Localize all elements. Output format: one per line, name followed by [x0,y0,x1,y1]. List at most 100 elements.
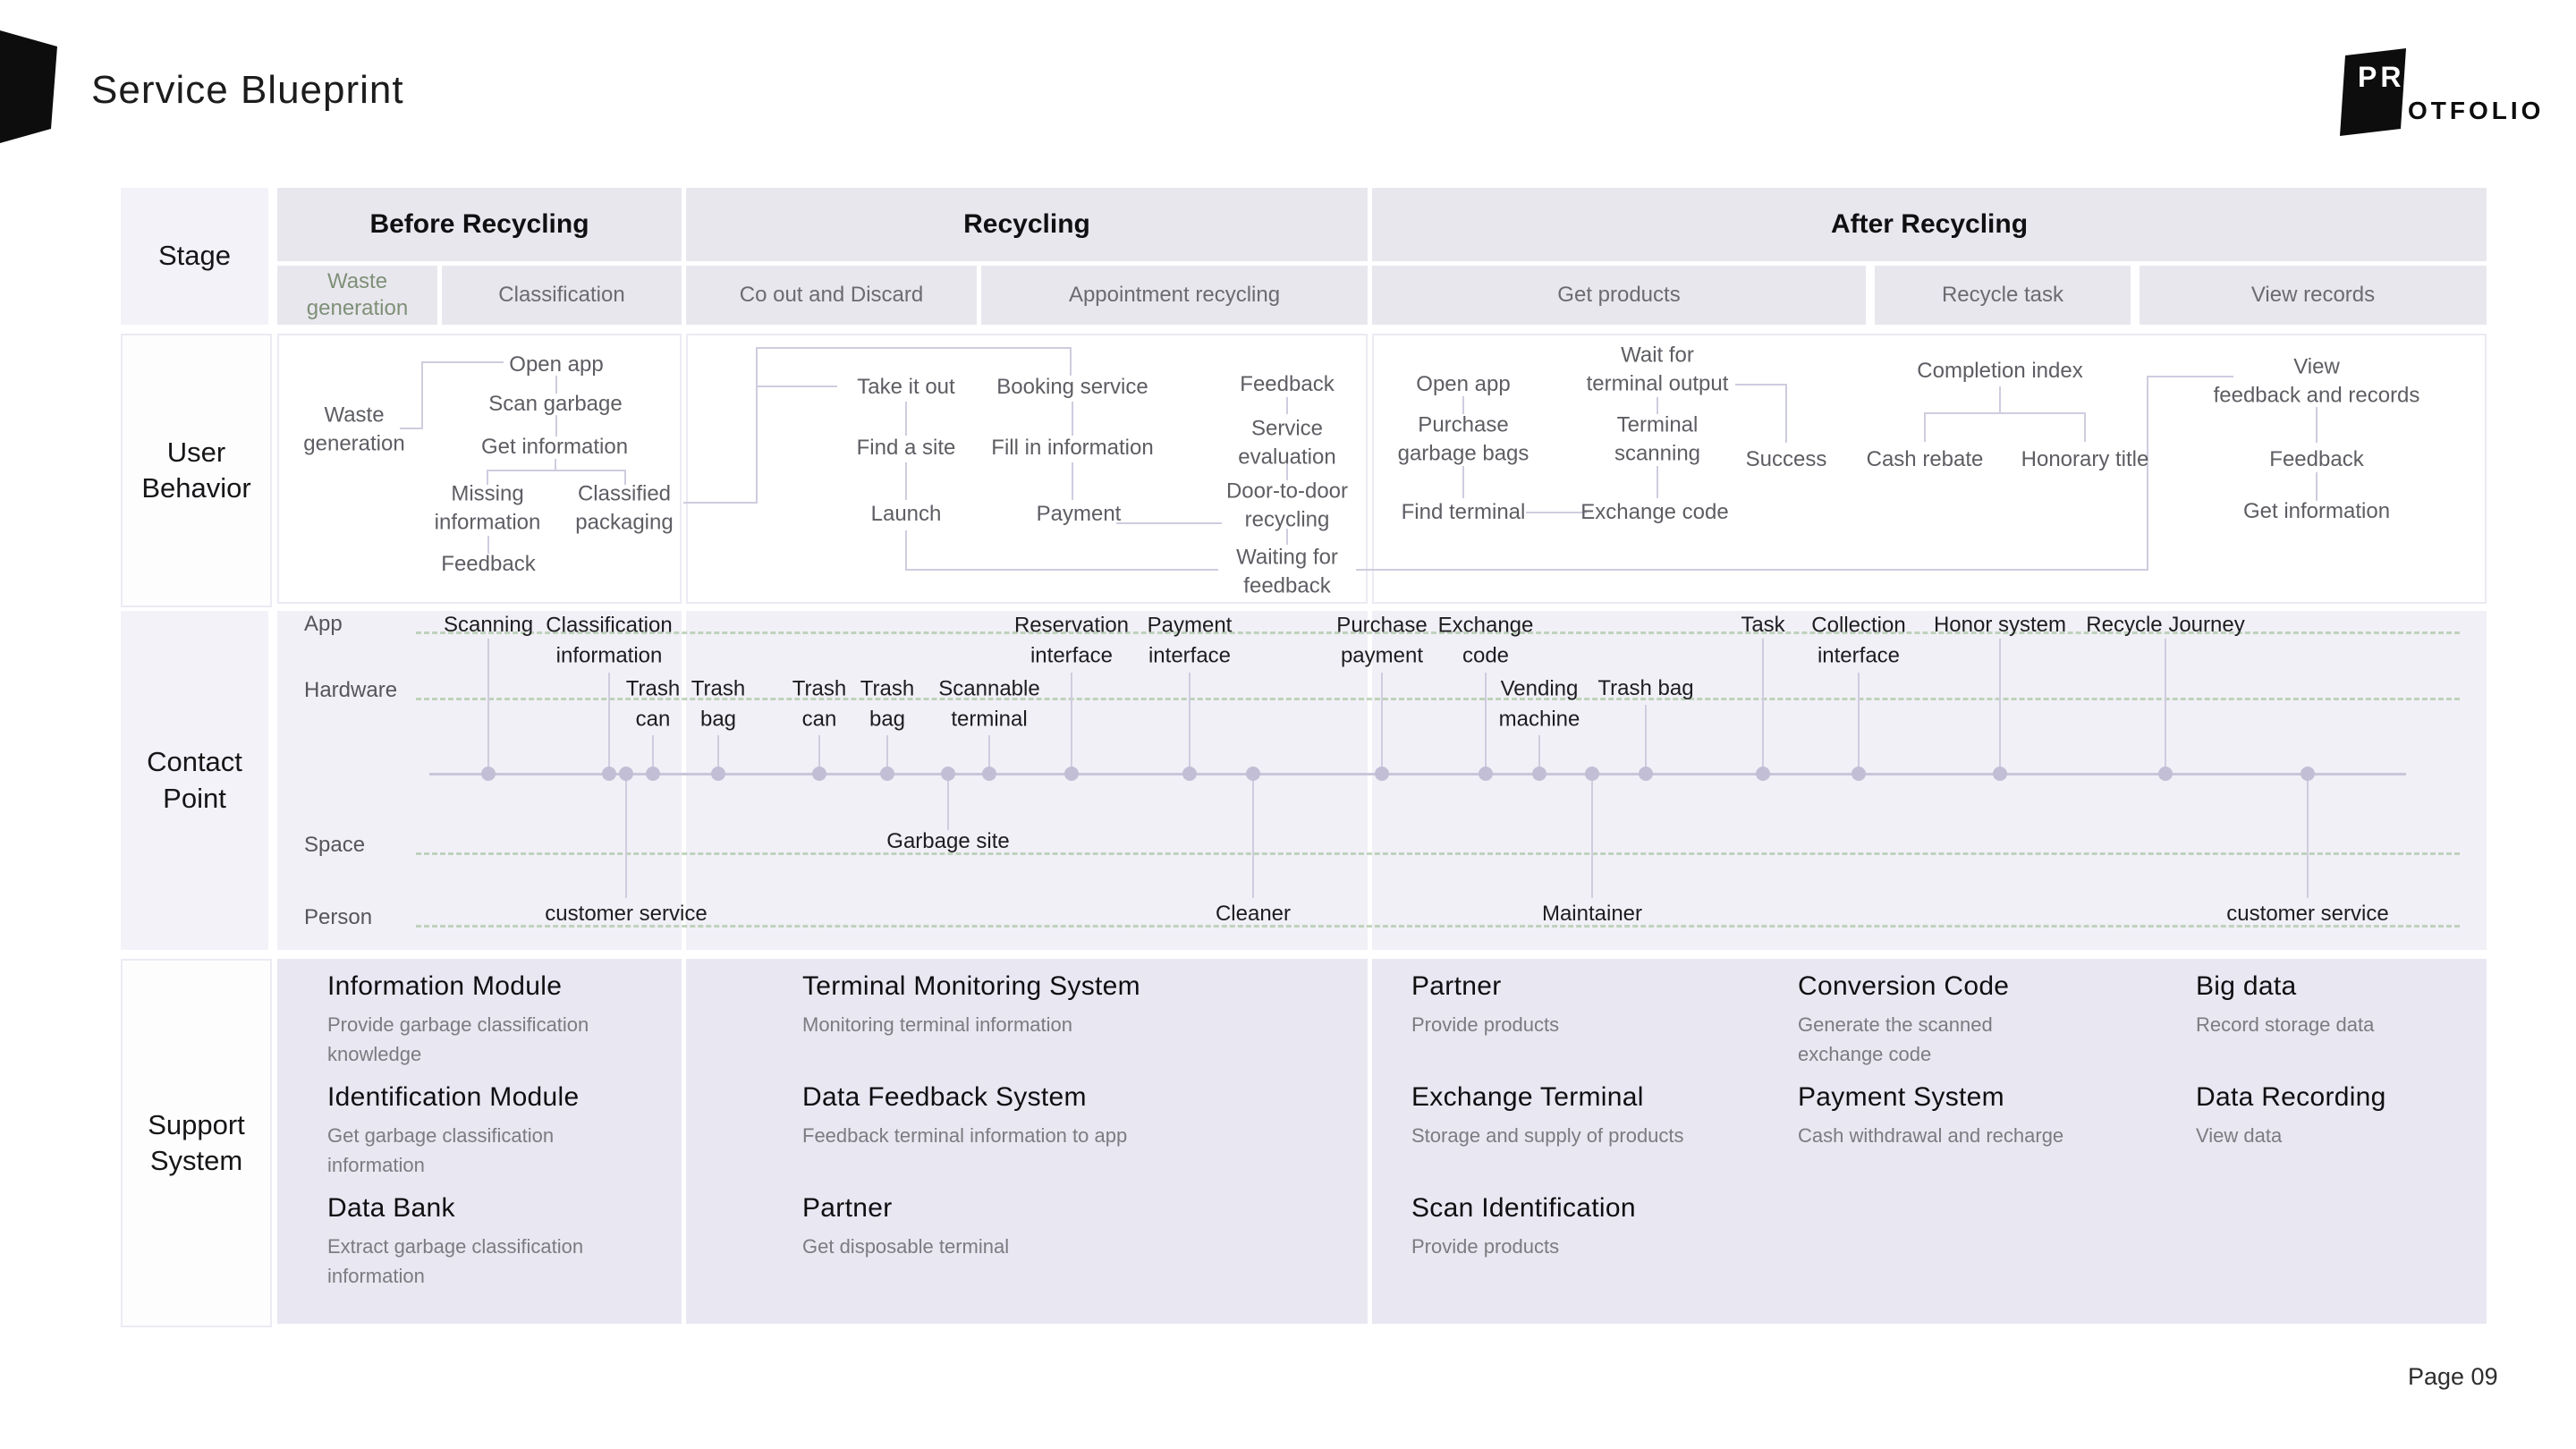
stage-group-header: After Recycling [1372,188,2487,261]
support-entry-title: Identification Module [327,1082,580,1112]
connector-line [2316,472,2318,501]
support-entry-title: Exchange Terminal [1411,1082,1644,1112]
lane-label: Space [304,833,366,857]
support-entry: Identification Module Get garbage classif… [327,1082,596,1180]
flow-node: Missing information [434,481,541,535]
flow-node: Get information [2242,498,2391,523]
stage-group-header: Recycling [686,188,1368,261]
connector-line [1116,522,1222,524]
stage-phase: Appointment recycling [981,266,1368,325]
timeline-dot [1532,767,1546,781]
stage-group-header: Before Recycling [277,188,682,261]
contact-item: Reservation interface [1013,613,1130,667]
timeline-dot [1756,767,1770,781]
connector-line [756,347,1071,349]
flow-node: Launch [870,501,942,526]
connector-line [756,347,758,504]
timeline-dot [619,767,633,781]
page-number: Page 09 [2408,1363,2498,1390]
contact-item: Scannable terminal [938,676,1040,731]
contact-item: Honor system [1933,613,2067,638]
timeline-dot [1479,767,1493,781]
flow-node: Feedback [2269,446,2364,471]
support-entry-desc: Record storage data [2196,1013,2375,1036]
support-column: Big data Record storage data Data Recordin… [2196,971,2491,1311]
connector-line [487,470,626,471]
timeline-dot [1852,767,1866,781]
connector-line [2140,459,2148,461]
connector-line [1356,569,2148,571]
connector-line [2147,377,2148,571]
contact-stem [2165,639,2166,774]
stage-phase: View records [2140,266,2487,325]
contact-stem [625,774,627,898]
flow-node: Take it out [857,374,955,399]
support-column: Terminal Monitoring System Monitoring ter… [802,971,1285,1311]
flow-node: Terminal scanning [1614,412,1701,466]
contact-stem [487,639,489,774]
support-entry: Partner Provide products [1411,971,1742,1039]
flow-node: Completion index [1917,358,2083,383]
timeline-dot [941,767,955,781]
contact-stem [1189,673,1191,774]
connector-line [555,376,557,394]
support-entry: Partner Get disposable terminal [802,1193,1285,1261]
support-entry-title: Information Module [327,971,563,1001]
portfolio-logo-icon [2340,48,2406,136]
contact-stem [652,735,654,774]
connector-line [487,470,488,485]
support-column: Information Module Provide garbage classi… [327,971,596,1311]
row-label-support-system: Support System [121,959,272,1327]
timeline-dot [602,767,616,781]
connector-line [1286,529,1288,545]
connector-line [1462,396,1464,414]
support-entry-desc: Storage and supply of products [1411,1124,1684,1147]
contact-stem [1645,705,1647,774]
connector-line [905,569,1218,571]
flow-node: Get information [480,434,629,459]
timeline-dot [1639,767,1653,781]
support-entry: Payment System Cash withdrawal and rechar… [1798,1082,2071,1150]
support-entry: Exchange Terminal Storage and supply of p… [1411,1082,1742,1150]
contact-stem [886,735,888,774]
support-entry-desc: Cash withdrawal and recharge [1798,1124,2064,1147]
flow-node: Feedback [441,551,536,576]
connector-line [400,428,423,429]
connector-line [1924,412,1926,442]
connector-line [1785,384,1787,443]
support-entry: Data Feedback System Feedback terminal in… [802,1082,1285,1150]
support-entry-title: Data Bank [327,1193,455,1223]
connector-line [421,361,504,363]
contact-item: Scanning [443,613,534,638]
connector-line [1657,466,1658,498]
contact-item: Exchange code [1437,613,1534,667]
connector-line [624,470,626,485]
flow-node: Find terminal [1401,499,1526,524]
contact-stem [2307,774,2309,898]
connector-line [1526,512,1587,513]
flow-node: Fill in information [991,435,1154,460]
flow-node: Open app [509,352,604,377]
support-entry: Scan Identification Provide products [1411,1193,1742,1261]
contact-item: customer service [545,902,708,927]
flow-node: Cash rebate [1866,446,1984,471]
support-entry-title: Big data [2196,971,2297,1001]
portfolio-logo-suffix: OTFOLIO [2408,97,2545,124]
timeline-dot [2158,767,2173,781]
flow-node: View feedback and records [2213,354,2420,408]
timeline-dot [1993,767,2007,781]
contact-item: Collection interface [1811,613,1906,667]
contact-stem [1858,673,1860,774]
support-entry: Terminal Monitoring System Monitoring ter… [802,971,1285,1039]
connector-line [2316,407,2318,443]
connector-line [1657,397,1658,414]
support-column: Conversion Code Generate the scanned exch… [1798,971,2071,1311]
timeline-dot [1182,767,1197,781]
contact-item: Cleaner [1215,902,1292,927]
flow-node: Door-to-door recycling [1225,479,1349,532]
timeline-dot [1585,767,1599,781]
contact-stem [1999,639,2001,774]
timeline-dot [646,767,660,781]
support-entry-title: Payment System [1798,1082,2004,1112]
